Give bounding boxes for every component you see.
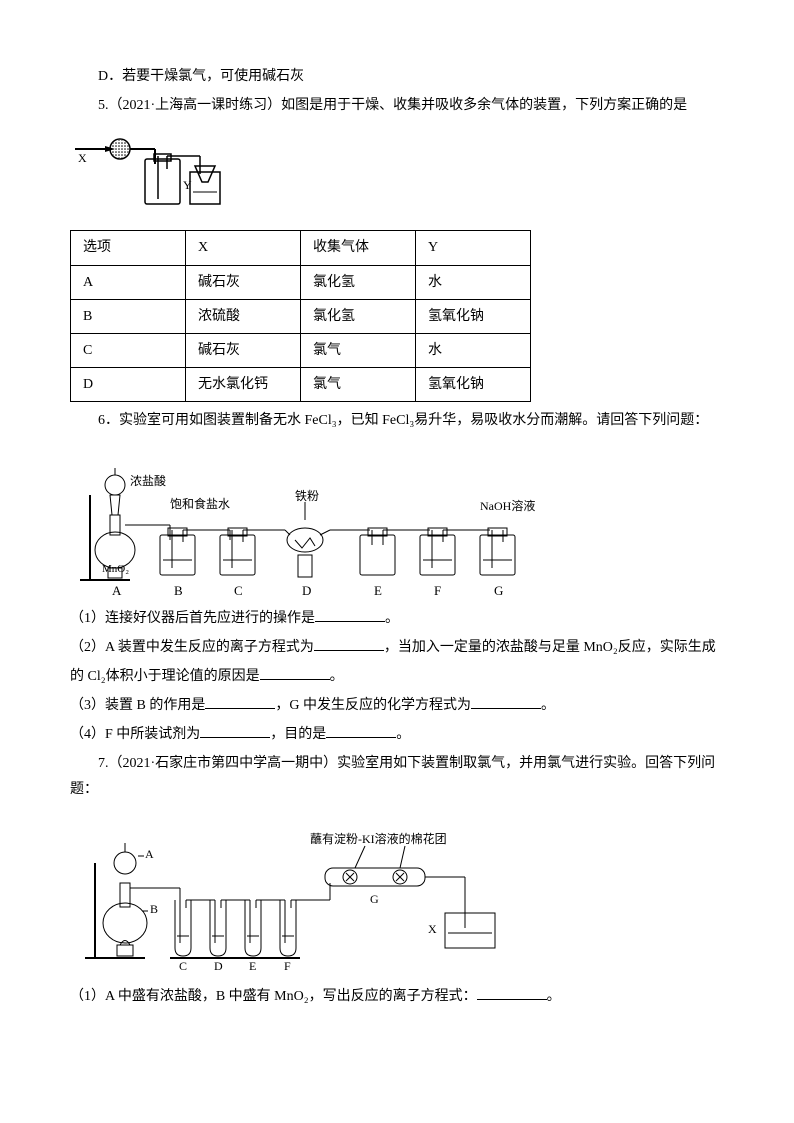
svg-text:D: D [302,583,311,598]
table-row: A 碱石灰 氯化氢 水 [71,265,531,299]
svg-text:蘸有淀粉-KI溶液的棉花团: 蘸有淀粉-KI溶液的棉花团 [310,831,447,846]
svg-text:F: F [434,583,441,598]
svg-text:E: E [374,583,382,598]
svg-text:X: X [428,922,437,936]
th-gas: 收集气体 [301,231,416,265]
svg-text:MnO₂: MnO₂ [102,563,129,575]
svg-text:饱和食盐水: 饱和食盐水 [170,496,230,511]
svg-text:F: F [284,959,291,973]
blank-input[interactable] [326,723,396,738]
svg-text:G: G [370,892,379,906]
blank-input[interactable] [477,985,547,1000]
svg-text:C: C [234,583,243,598]
svg-text:A: A [112,583,122,598]
th-y: Y [416,231,531,265]
svg-text:X: X [78,151,87,165]
q6-p2c: 的 Cl₂体积小于理论值的原因是。 [70,664,724,689]
blank-input[interactable] [315,607,385,622]
blank-input[interactable] [205,694,275,709]
th-option: 选项 [71,231,186,265]
q5-intro: 5.（2021·上海高一课时练习）如图是用于干燥、收集并吸收多余气体的装置，下列… [70,93,724,118]
blank-input[interactable] [200,723,270,738]
blank-input[interactable] [260,665,330,680]
svg-text:C: C [179,959,187,973]
q5-diagram: X Y [70,124,724,224]
blank-input[interactable] [471,694,541,709]
svg-text:D: D [214,959,223,973]
table-row: B 浓硫酸 氯化氢 氢氧化钠 [71,299,531,333]
svg-text:B: B [150,902,158,916]
svg-text:E: E [249,959,256,973]
svg-text:A: A [145,847,154,861]
svg-text:B: B [174,583,183,598]
th-x: X [186,231,301,265]
q7-diagram: A B C D E F G 蘸有淀粉-KI溶液的棉 [70,808,724,978]
q6-diagram: 浓盐酸 MnO₂ 饱和食盐水 铁粉 NaOH溶液 A B C [70,440,724,600]
q6-p4: （4）F 中所装试剂为，目的是。 [70,722,724,747]
svg-text:铁粉: 铁粉 [295,489,319,503]
svg-text:Y: Y [183,178,192,192]
option-d: D．若要干燥氯气，可使用碱石灰 [70,64,724,89]
blank-input[interactable] [314,636,384,651]
q7-intro: 7.（2021·石家庄市第四中学高一期中）实验室用如下装置制取氯气，并用氯气进行… [70,751,724,801]
q5-table: 选项 X 收集气体 Y A 碱石灰 氯化氢 水 B 浓硫酸 氯化氢 氢氧化钠 C… [70,230,531,402]
table-row: D 无水氯化钙 氯气 氢氧化钠 [71,368,531,402]
q6-intro: 6．实验室可用如图装置制备无水 FeCl₃，已知 FeCl₃易升华，易吸收水分而… [70,408,724,433]
svg-text:浓盐酸: 浓盐酸 [130,473,166,488]
q7-p1: （1）A 中盛有浓盐酸，B 中盛有 MnO₂，写出反应的离子方程式：。 [70,984,724,1009]
svg-text:G: G [494,583,503,598]
svg-text:NaOH溶液: NaOH溶液 [480,498,535,513]
q6-p3: （3）装置 B 的作用是，G 中发生反应的化学方程式为。 [70,693,724,718]
table-row: C 碱石灰 氯气 水 [71,333,531,367]
q6-p1: （1）连接好仪器后首先应进行的操作是。 [70,606,724,631]
q6-p2: （2）A 装置中发生反应的离子方程式为，当加入一定量的浓盐酸与足量 MnO₂反应… [70,635,724,660]
